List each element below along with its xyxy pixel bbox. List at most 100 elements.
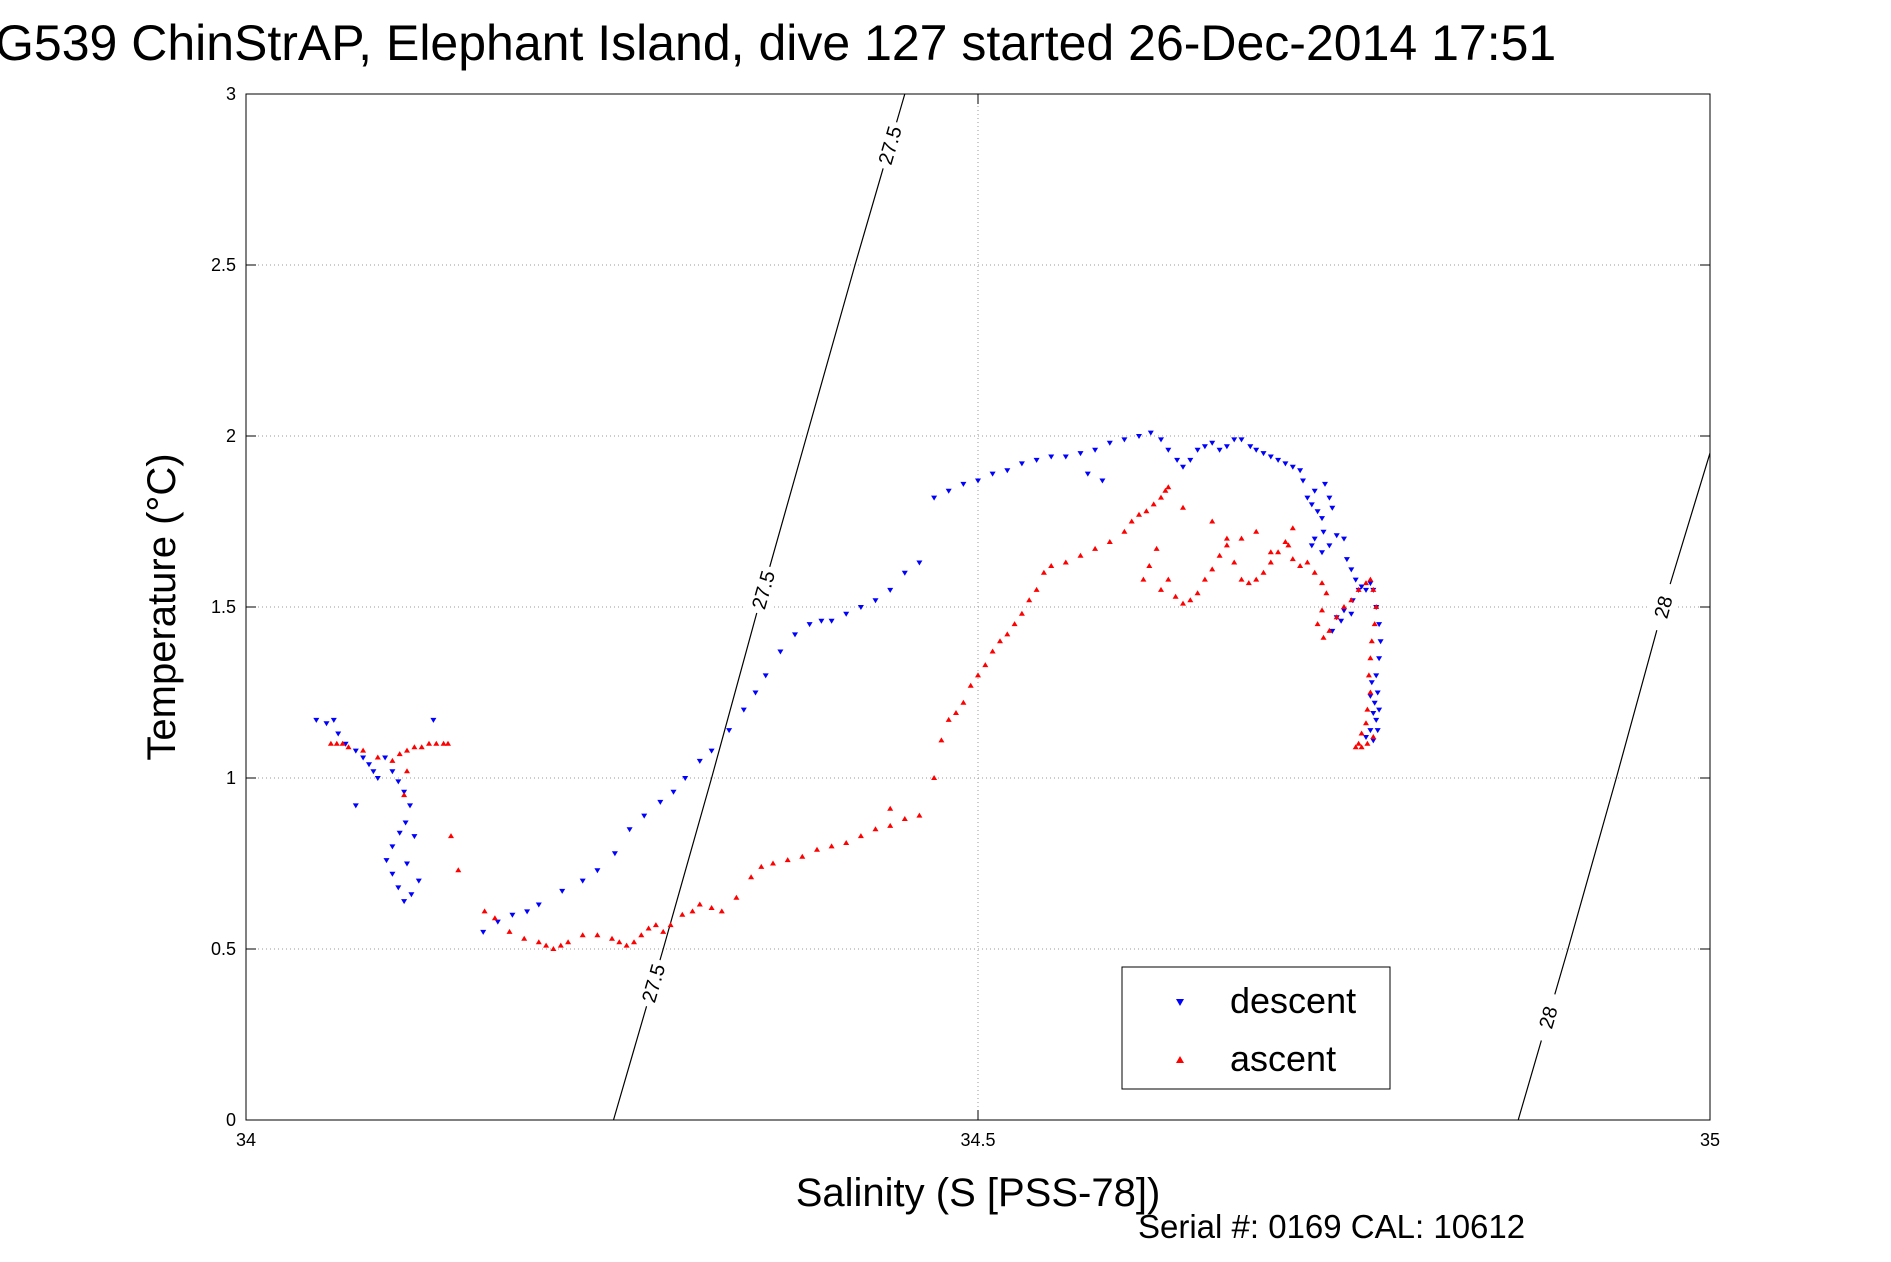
ascent-point (1238, 535, 1245, 541)
ascent-point (1314, 621, 1321, 627)
ascent-point (1267, 549, 1274, 555)
contour-label-gap (744, 563, 783, 617)
serial-caption: Serial #: 0169 CAL: 10612 (1138, 1208, 1525, 1245)
descent-point (352, 803, 359, 809)
legend-descent-label: descent (1230, 980, 1356, 1021)
ascent-point (1355, 740, 1362, 746)
y-axis-title: Temperature (°C) (140, 453, 184, 760)
descent-point (1376, 656, 1383, 662)
ascent-point (631, 939, 637, 945)
descent-point (1300, 478, 1306, 484)
descent-point (1367, 693, 1374, 699)
ascent-point (708, 905, 715, 910)
ascent-point (718, 908, 725, 914)
legend: descent ascent (1121, 966, 1391, 1090)
descent-point (1018, 461, 1025, 467)
ascent-point (1158, 586, 1164, 592)
ascent-point (396, 751, 403, 757)
ascent-point (938, 737, 945, 743)
ascent-point (445, 740, 451, 746)
descent-point (1326, 543, 1333, 549)
ascent-point (1368, 638, 1375, 644)
ascent-point (1319, 580, 1325, 586)
ascent-point (440, 740, 447, 746)
ascent-point (1373, 604, 1380, 609)
descent-point (1373, 717, 1380, 723)
ascent-point (535, 939, 542, 945)
descent-point (374, 776, 381, 781)
descent-point (408, 892, 415, 898)
ascent-point (1026, 597, 1033, 603)
legend-ascent-marker (1176, 1056, 1184, 1063)
ascent-point (696, 901, 703, 907)
ascent-point (1040, 569, 1047, 575)
descent-point (916, 560, 923, 566)
ascent-point (1011, 621, 1018, 627)
descent-point (1201, 444, 1208, 450)
descent-point (559, 888, 566, 894)
ascent-point (1352, 744, 1359, 750)
ascent-point (887, 805, 894, 811)
descent-point (594, 868, 601, 874)
descent-point (352, 748, 359, 754)
contour-label-gap (634, 956, 673, 1010)
ascent-point (1209, 566, 1216, 572)
ascent-point (652, 922, 659, 928)
ascent-point (1333, 614, 1340, 620)
descent-point (404, 861, 410, 867)
ascent-point (857, 833, 864, 839)
descent-point (396, 830, 403, 836)
ascent-point (982, 662, 989, 668)
x-tick-label: 34.5 (960, 1130, 995, 1150)
descent-point (1180, 464, 1186, 470)
ascent-point (1355, 586, 1362, 592)
descent-point (535, 902, 542, 908)
descent-point (415, 878, 422, 884)
ascent-point (1194, 590, 1201, 596)
x-axis-title: Salinity (S [PSS-78]) (796, 1171, 1161, 1215)
descent-point (1048, 454, 1055, 460)
ascent-point (426, 740, 432, 746)
ascent-point (989, 648, 996, 654)
descent-point (777, 649, 784, 655)
ascent-point (799, 853, 806, 859)
descent-point (696, 758, 703, 764)
ascent-point (594, 932, 601, 938)
descent-point (740, 707, 747, 713)
descent-point (1368, 680, 1375, 686)
ascent-point (660, 928, 667, 934)
ascent-point (1253, 576, 1260, 582)
ascent-point (1289, 525, 1296, 531)
descent-point (1363, 587, 1369, 593)
ascent-point (623, 942, 630, 948)
y-tick-label: 0.5 (211, 939, 236, 959)
descent-point (611, 851, 618, 857)
descent-point (1260, 451, 1267, 457)
descent-point (657, 799, 664, 805)
ascent-point (491, 915, 498, 921)
ascent-point (1077, 552, 1084, 558)
ascent-point (433, 740, 440, 746)
ascent-point (679, 911, 686, 917)
ascent-point (374, 754, 381, 760)
descent-point (370, 769, 377, 775)
descent-point (1358, 584, 1365, 590)
ascent-point (565, 939, 572, 945)
descent-point (1084, 471, 1091, 477)
ascent-point (784, 857, 791, 863)
ascent-point (333, 740, 340, 746)
ascent-point (1358, 730, 1365, 736)
descent-point (887, 587, 894, 593)
y-tick-label: 2.5 (211, 255, 236, 275)
descent-point (762, 673, 769, 679)
descent-point (1033, 457, 1040, 463)
descent-point (1348, 611, 1355, 617)
ascent-point (872, 826, 879, 832)
ascent-point (1341, 604, 1347, 609)
descent-point (335, 731, 342, 737)
descent-point (989, 471, 996, 477)
ascent-point (960, 699, 967, 705)
ascent-point (1363, 720, 1369, 726)
ascent-point (1370, 734, 1377, 739)
descent-point (1320, 529, 1327, 535)
